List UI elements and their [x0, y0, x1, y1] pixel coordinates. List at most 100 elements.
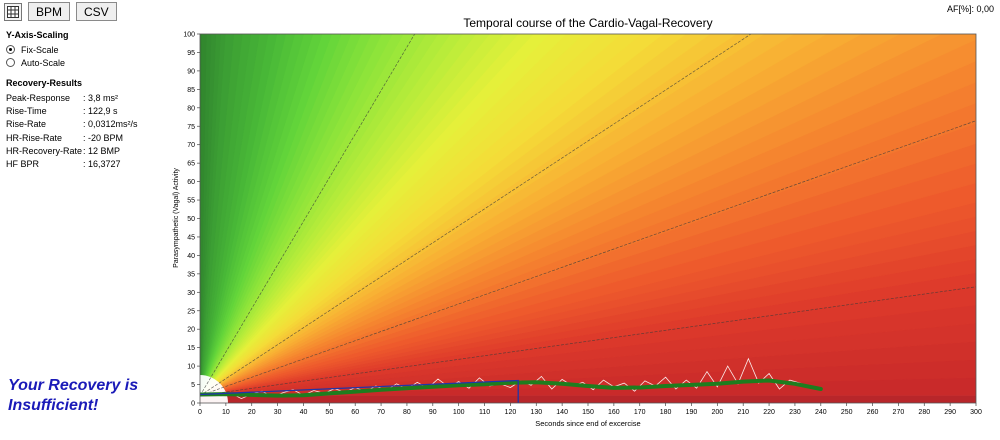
plot-background — [200, 34, 976, 403]
zone-wedge — [200, 34, 372, 396]
x-tick-label: 200 — [711, 409, 723, 416]
zone-wedge — [200, 34, 314, 396]
fix-scale-radio[interactable] — [6, 45, 15, 54]
reference-line — [200, 34, 752, 396]
auto-scale-radio[interactable] — [6, 58, 15, 67]
result-row-peak-response: Peak-Response : 3,8 ms² — [6, 91, 176, 104]
zone-wedge — [200, 34, 221, 396]
x-tick-label: 220 — [763, 409, 775, 416]
y-tick-label: 45 — [187, 234, 195, 241]
result-value: : -20 BPM — [83, 132, 124, 143]
x-tick-label: 230 — [789, 409, 801, 416]
verdict-line-2: Insufficient! — [8, 397, 99, 414]
y-tick-label: 15 — [187, 345, 195, 352]
zone-wedge — [200, 34, 477, 396]
y-tick-label: 85 — [187, 87, 195, 94]
result-label: HR-Rise-Rate — [6, 132, 63, 143]
zone-wedge — [200, 34, 235, 396]
zone-floor — [200, 395, 976, 403]
zone-wedge — [200, 34, 519, 396]
y-tick-label: 65 — [187, 161, 195, 168]
fix-scale-option[interactable]: Fix-Scale — [6, 43, 176, 56]
x-tick-label: 210 — [737, 409, 749, 416]
zone-wedge — [200, 34, 226, 396]
zone-wedge — [200, 34, 427, 396]
x-tick-label: 290 — [944, 409, 956, 416]
y-tick-label: 30 — [187, 290, 195, 297]
zone-wedge — [200, 34, 567, 396]
zone-wedge — [200, 34, 352, 396]
x-axis-label: Seconds since end of excercise — [535, 419, 640, 428]
x-tick-label: 10 — [222, 409, 230, 416]
x-tick-label: 240 — [815, 409, 827, 416]
reference-lines — [200, 34, 976, 396]
result-value: : 122,9 s — [83, 105, 118, 116]
result-value: : 3,8 ms² — [83, 92, 119, 103]
zone-wedge — [200, 34, 584, 396]
auto-scale-option[interactable]: Auto-Scale — [6, 56, 176, 69]
zone-wedge — [200, 34, 323, 396]
bpm-button[interactable]: BPM — [28, 2, 71, 21]
grid-icon — [7, 5, 19, 18]
x-tick-label: 140 — [556, 409, 568, 416]
x-tick-label: 260 — [867, 409, 879, 416]
zone-wedge — [200, 34, 207, 396]
y-tick-label: 80 — [187, 105, 195, 112]
y-tick-label: 35 — [187, 271, 195, 278]
zone-wedge — [200, 34, 342, 396]
y-tick-label: 20 — [187, 327, 195, 334]
x-tick-label: 20 — [248, 409, 256, 416]
y-tick-label: 70 — [187, 142, 195, 149]
zone-wedge — [200, 34, 393, 396]
x-tick-label: 0 — [198, 409, 202, 416]
csv-button[interactable]: CSV — [76, 2, 117, 21]
x-tick-label: 30 — [274, 409, 282, 416]
reference-line — [200, 286, 976, 396]
zone-wedge — [200, 34, 795, 396]
zone-wedge — [200, 34, 622, 396]
recovery-verdict: Your Recovery is Insufficient! — [8, 376, 188, 416]
y-tick-label: 95 — [187, 50, 195, 57]
y-tick-label: 100 — [183, 32, 195, 39]
x-tick-label: 190 — [686, 409, 698, 416]
x-tick-label: 270 — [893, 409, 905, 416]
x-tick-label: 40 — [300, 409, 308, 416]
zone-wedge — [200, 34, 382, 396]
zone-wedge — [200, 34, 827, 396]
zone-wedge — [200, 34, 269, 396]
zone-wedge — [200, 34, 287, 396]
result-label: HR-Recovery-Rate — [6, 145, 83, 156]
y-tick-label: 40 — [187, 253, 195, 260]
rise-series-line — [200, 379, 519, 403]
result-value: : 16,3727 — [83, 159, 121, 170]
zone-wedge — [200, 34, 490, 396]
zone-wedge — [200, 34, 332, 396]
zone-wedge — [200, 34, 464, 396]
result-label: Rise-Time — [6, 105, 47, 116]
y-tick-label: 5 — [191, 382, 195, 389]
result-row-rise-rate: Rise-Rate : 0,0312ms²/s — [6, 118, 176, 131]
result-label: Peak-Response — [6, 92, 71, 103]
data-series — [200, 357, 823, 403]
result-value: : 0,0312ms²/s — [83, 119, 138, 130]
x-tick-label: 120 — [505, 409, 517, 416]
result-row-hf-bpr: HF BPR : 16,3727 — [6, 157, 176, 170]
y-tick-label: 90 — [187, 68, 195, 75]
result-value: : 12 BMP — [83, 145, 121, 156]
zone-wedge — [200, 34, 687, 396]
zone-wedge — [200, 34, 664, 396]
zone-wedge — [200, 34, 642, 396]
table-view-button[interactable] — [4, 2, 22, 21]
zone-wedge — [200, 34, 252, 396]
x-tick-label: 110 — [479, 409, 490, 416]
zone-wedge — [200, 34, 212, 396]
reference-line — [200, 120, 976, 396]
result-row-rise-time: Rise-Time : 122,9 s — [6, 104, 176, 117]
zone-wedge — [200, 34, 603, 396]
x-tick-label: 280 — [918, 409, 930, 416]
x-tick-label: 130 — [530, 409, 542, 416]
x-tick-label: 170 — [634, 409, 646, 416]
result-row-hr-rise-rate: HR-Rise-Rate : -20 BPM — [6, 131, 176, 144]
y-axis: 0 5 10 15 20 25 30 35 40 45 50 55 60 65 70 75 80 85 90 95 10… — [183, 32, 200, 408]
